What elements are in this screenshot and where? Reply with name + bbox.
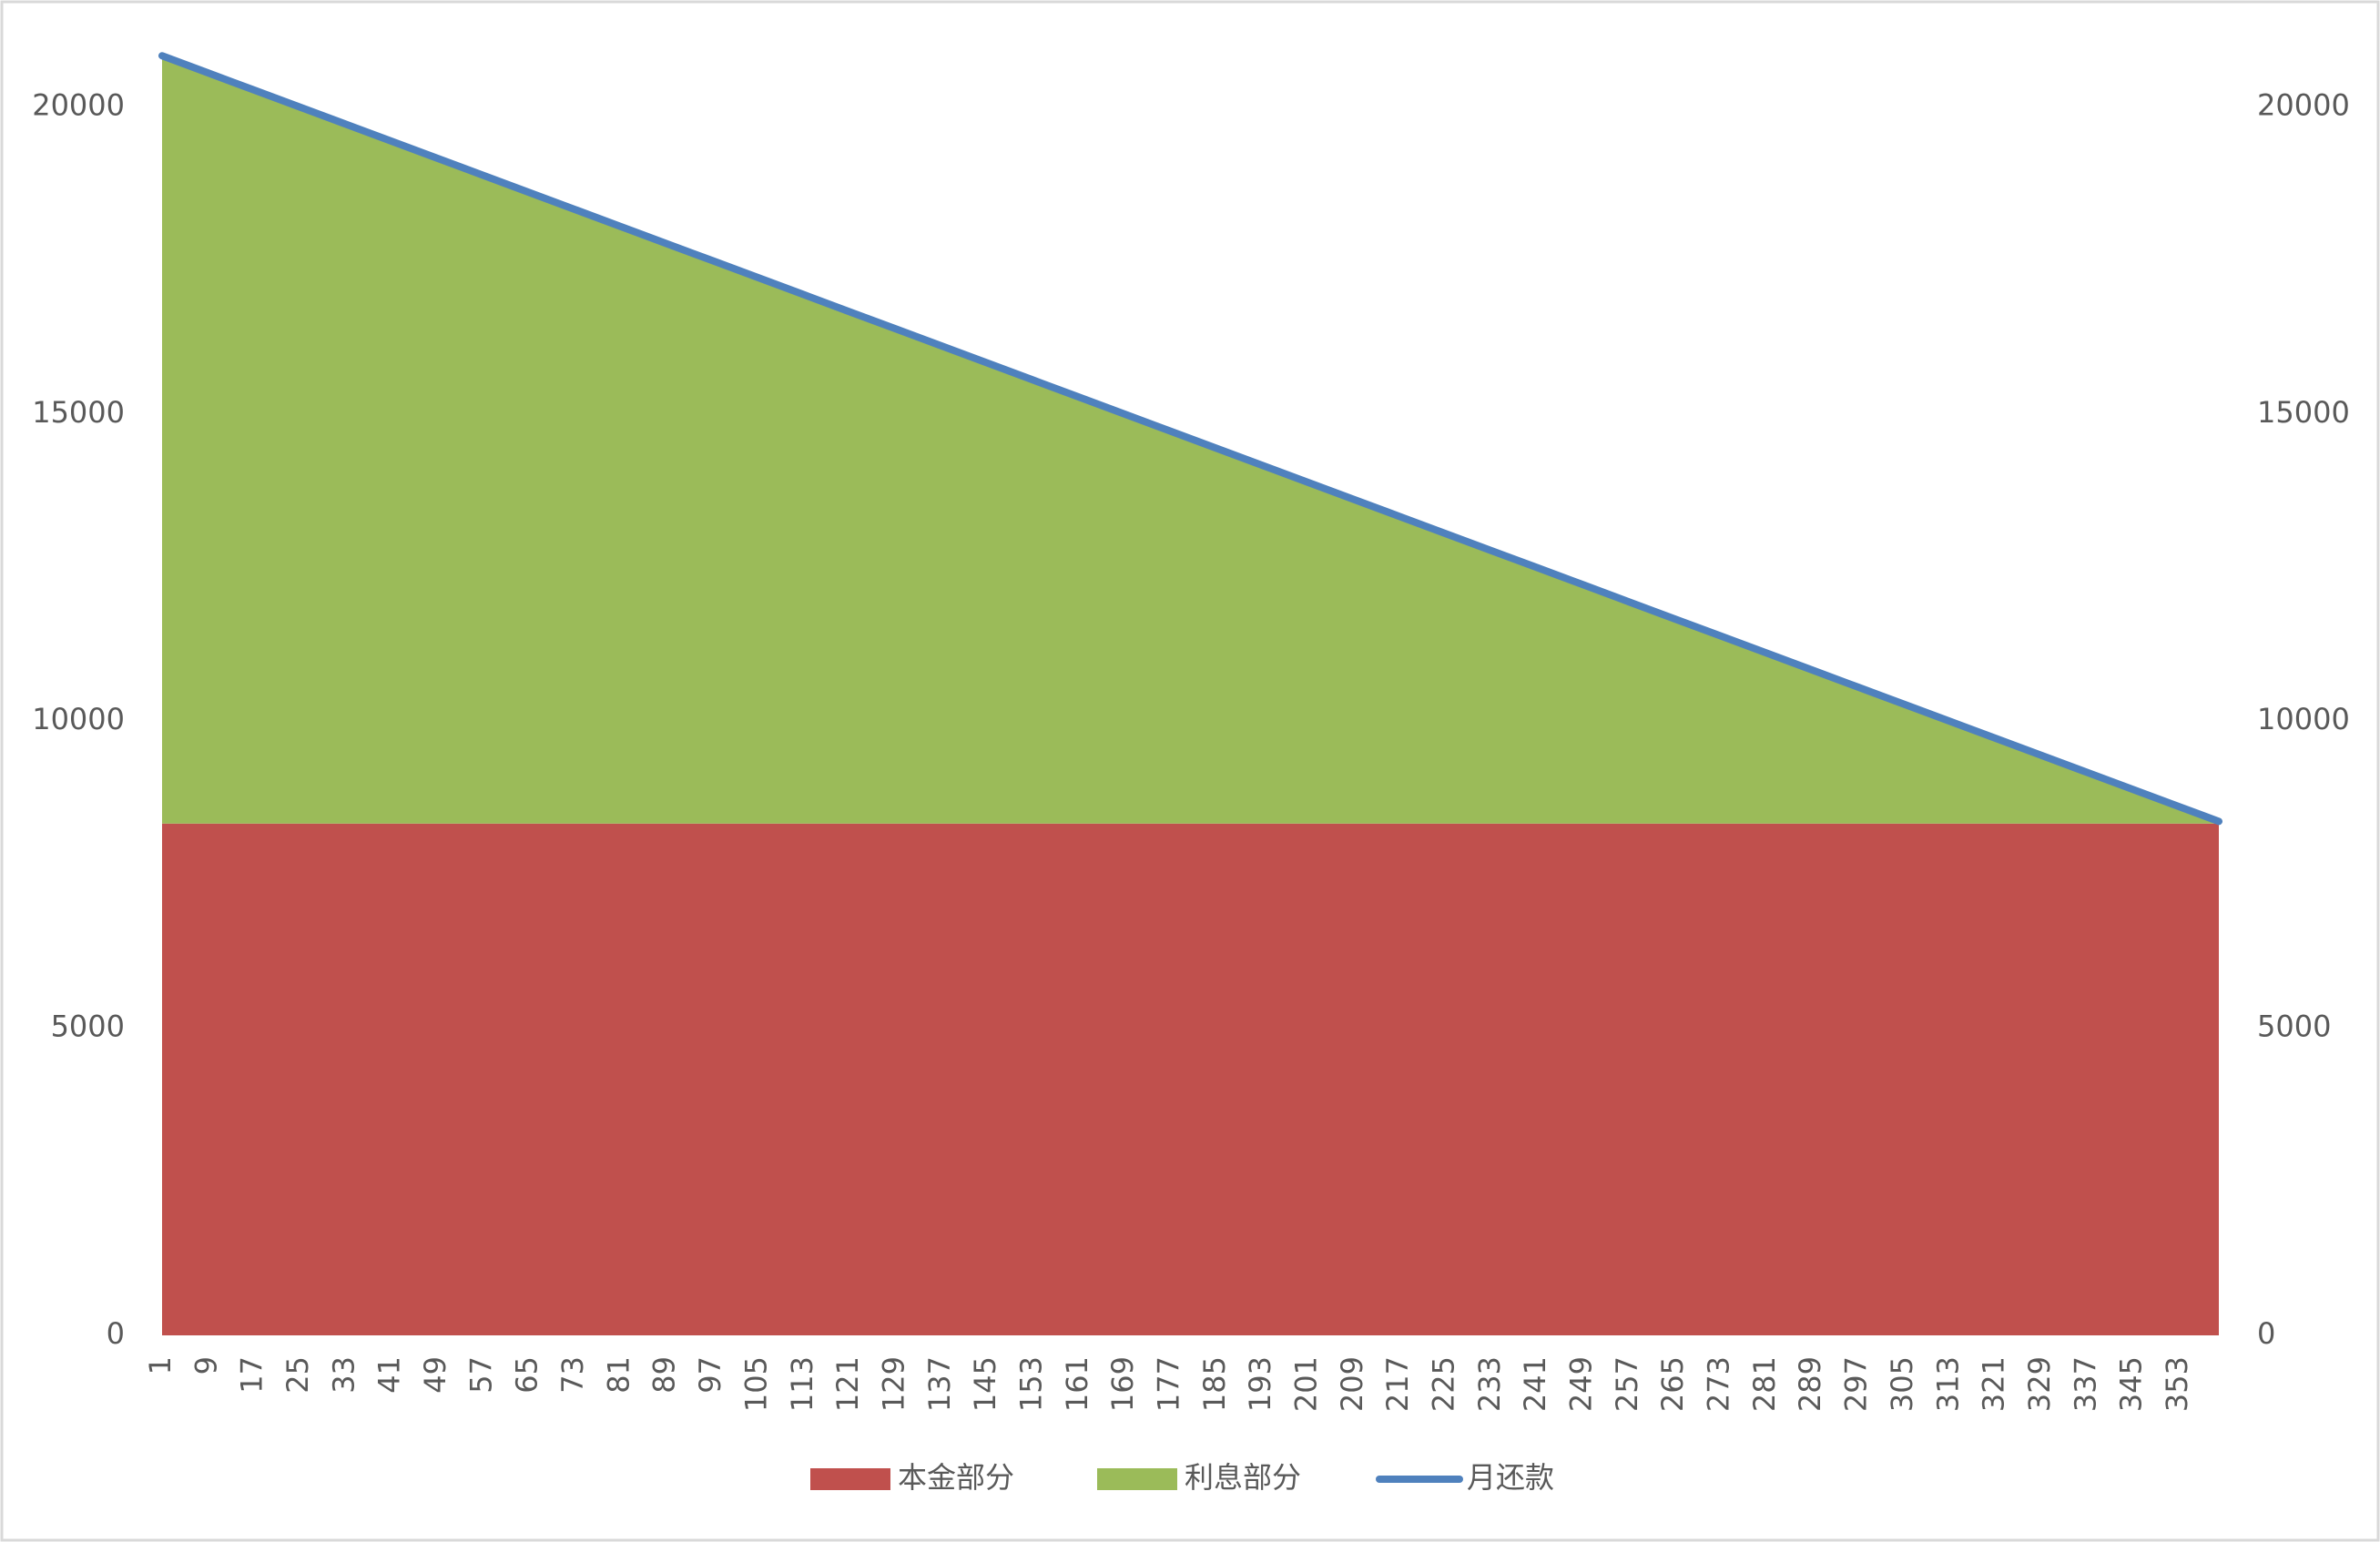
y-tick-label: 20000 bbox=[32, 87, 125, 122]
y2-tick-label: 10000 bbox=[2257, 702, 2350, 736]
x-tick-label: 169 bbox=[1105, 1356, 1140, 1412]
x-tick-label: 337 bbox=[2068, 1356, 2102, 1412]
x-tick-label: 49 bbox=[418, 1356, 453, 1394]
x-tick-label: 57 bbox=[463, 1356, 498, 1394]
x-tick-label: 177 bbox=[1151, 1356, 1185, 1412]
x-tick-label: 97 bbox=[693, 1356, 727, 1394]
x-tick-label: 305 bbox=[1885, 1356, 1919, 1412]
x-tick-label: 145 bbox=[968, 1356, 1002, 1412]
x-tick-label: 41 bbox=[372, 1356, 407, 1394]
x-tick-label: 233 bbox=[1472, 1356, 1507, 1412]
x-tick-label: 281 bbox=[1747, 1356, 1782, 1412]
x-tick-label: 265 bbox=[1655, 1356, 1690, 1412]
x-tick-label: 249 bbox=[1564, 1356, 1599, 1412]
x-tick-label: 257 bbox=[1610, 1356, 1644, 1412]
x-tick-label: 217 bbox=[1380, 1356, 1415, 1412]
y2-tick-label: 20000 bbox=[2257, 87, 2350, 122]
x-tick-label: 345 bbox=[2114, 1356, 2149, 1412]
legend-swatch bbox=[810, 1468, 890, 1490]
x-tick-label: 225 bbox=[1427, 1356, 1461, 1412]
x-tick-label: 65 bbox=[510, 1356, 544, 1394]
x-tick-label: 321 bbox=[1977, 1356, 2011, 1412]
y-tick-label: 0 bbox=[107, 1316, 125, 1351]
y2-tick-label: 5000 bbox=[2257, 1009, 2331, 1044]
x-tick-label: 33 bbox=[326, 1356, 361, 1394]
x-tick-label: 313 bbox=[1930, 1356, 1965, 1412]
line bbox=[158, 52, 2222, 826]
area bbox=[162, 823, 2219, 1335]
y-tick-label: 10000 bbox=[32, 702, 125, 736]
x-tick-label: 161 bbox=[1060, 1356, 1094, 1412]
x-tick-label: 113 bbox=[785, 1356, 819, 1412]
x-tick-label: 353 bbox=[2160, 1356, 2194, 1412]
x-tick-label: 193 bbox=[1243, 1356, 1277, 1412]
x-tick-label: 289 bbox=[1793, 1356, 1827, 1412]
x-tick-label: 105 bbox=[738, 1356, 773, 1412]
x-tick-label: 121 bbox=[830, 1356, 865, 1412]
y-tick-label: 15000 bbox=[32, 395, 125, 430]
x-tick-label: 89 bbox=[647, 1356, 682, 1394]
x-tick-label: 185 bbox=[1197, 1356, 1232, 1412]
x-tick-label: 297 bbox=[1839, 1356, 1874, 1412]
x-tick-label: 129 bbox=[876, 1356, 910, 1412]
legend-swatch bbox=[1097, 1468, 1177, 1490]
x-tick-label: 9 bbox=[188, 1356, 223, 1375]
legend-label: 利息部分 bbox=[1185, 1460, 1301, 1495]
x-tick-label: 25 bbox=[280, 1356, 315, 1394]
x-tick-label: 273 bbox=[1702, 1356, 1736, 1412]
x-tick-label: 241 bbox=[1518, 1356, 1552, 1412]
x-tick-label: 81 bbox=[601, 1356, 636, 1394]
y-tick-label: 5000 bbox=[51, 1009, 125, 1044]
x-tick-label: 209 bbox=[1335, 1356, 1369, 1412]
x-tick-label: 329 bbox=[2022, 1356, 2057, 1412]
x-tick-label: 137 bbox=[922, 1356, 957, 1412]
x-tick-label: 201 bbox=[1288, 1356, 1323, 1412]
x-tick-label: 1 bbox=[143, 1356, 178, 1375]
x-tick-label: 73 bbox=[555, 1356, 590, 1394]
y2-tick-label: 0 bbox=[2257, 1316, 2275, 1351]
legend-label: 月还款 bbox=[1467, 1460, 1554, 1495]
y2-tick-label: 15000 bbox=[2257, 395, 2350, 430]
x-tick-label: 17 bbox=[235, 1356, 270, 1394]
x-tick-label: 153 bbox=[1013, 1356, 1048, 1412]
legend-label: 本金部分 bbox=[898, 1460, 1014, 1495]
